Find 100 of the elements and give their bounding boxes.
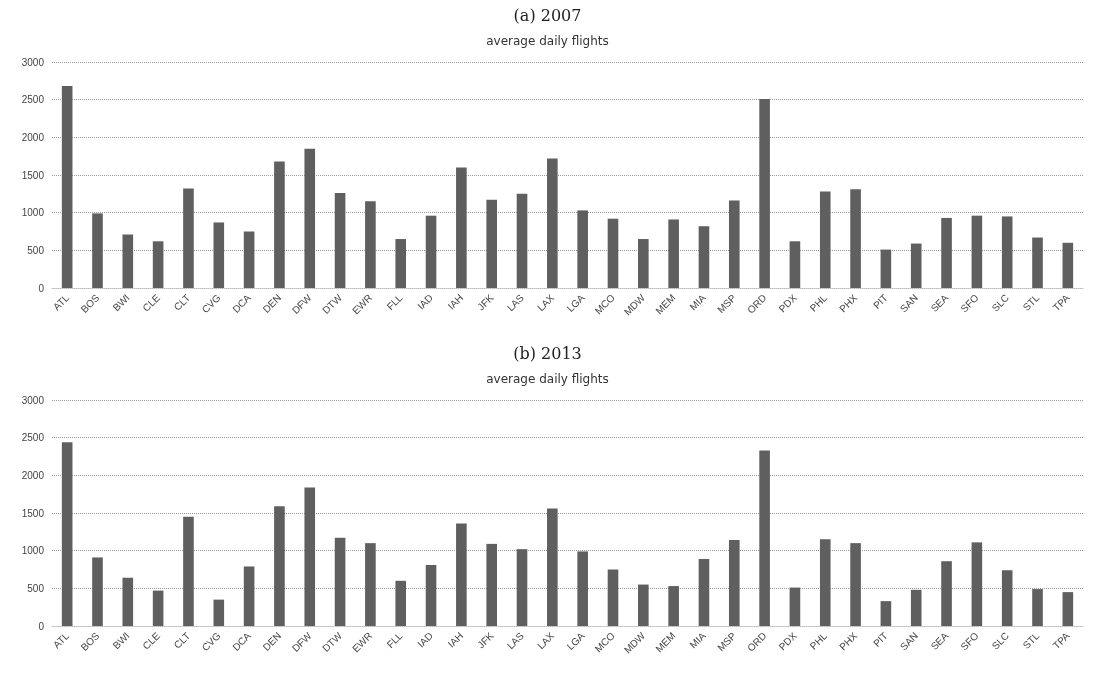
bar bbox=[547, 158, 558, 288]
bar bbox=[183, 188, 194, 288]
x-tick-label: BWI bbox=[110, 292, 132, 314]
x-tick-label: JFK bbox=[475, 291, 496, 313]
bar bbox=[1001, 570, 1013, 626]
bar bbox=[759, 450, 770, 626]
bar bbox=[850, 543, 861, 626]
bar bbox=[425, 215, 437, 288]
bar bbox=[486, 543, 497, 626]
x-tick-label: IAD bbox=[415, 630, 435, 650]
bar bbox=[819, 191, 831, 288]
bar bbox=[789, 587, 801, 626]
y-tick-label: 2000 bbox=[21, 469, 45, 481]
x-tick-label: DCA bbox=[230, 629, 254, 653]
y-tick-label: 500 bbox=[27, 582, 45, 594]
x-tick-label: TPA bbox=[1050, 629, 1072, 652]
bar bbox=[395, 580, 407, 626]
bar bbox=[456, 523, 467, 626]
y-tick-label: 0 bbox=[38, 282, 45, 294]
bar bbox=[152, 241, 164, 288]
y-tick-label: 1500 bbox=[21, 507, 45, 519]
bar bbox=[395, 239, 407, 288]
x-tick-label: LAS bbox=[504, 291, 527, 314]
x-tick-label: FLL bbox=[384, 291, 405, 313]
bar bbox=[941, 217, 952, 288]
bar bbox=[971, 215, 983, 288]
x-tick-label: PIT bbox=[871, 292, 890, 311]
x-tick-label: ATL bbox=[50, 629, 72, 651]
bar bbox=[607, 218, 619, 288]
x-tick-label: IAH bbox=[445, 630, 466, 650]
y-tick-label: 2500 bbox=[21, 432, 45, 444]
bar bbox=[304, 487, 316, 626]
x-tick-label: STL bbox=[1020, 629, 1042, 651]
bar bbox=[365, 201, 376, 288]
bar bbox=[941, 561, 952, 626]
bar bbox=[759, 98, 770, 288]
x-tick-label: SEA bbox=[928, 629, 951, 653]
x-tick-label: ATL bbox=[50, 291, 72, 313]
x-tick-label: IAH bbox=[445, 292, 466, 312]
bar bbox=[61, 442, 73, 626]
bar bbox=[819, 539, 831, 626]
x-tick-label: DCA bbox=[230, 291, 254, 315]
bar bbox=[638, 239, 649, 288]
bar bbox=[61, 86, 73, 288]
x-tick-label: JFK bbox=[475, 629, 496, 651]
chart-title: (b) 2013 bbox=[513, 343, 582, 363]
bar bbox=[971, 542, 983, 626]
x-tick-label: SLC bbox=[989, 292, 1012, 314]
y-tick-label: 0 bbox=[38, 620, 45, 632]
bar bbox=[334, 193, 346, 288]
bar bbox=[334, 537, 346, 626]
bar bbox=[1032, 237, 1043, 288]
chart-subtitle: average daily flights bbox=[486, 34, 609, 48]
bar bbox=[274, 506, 285, 626]
bar bbox=[668, 219, 679, 288]
x-tick-label: LAX bbox=[535, 291, 557, 314]
bar bbox=[638, 584, 649, 626]
bar bbox=[910, 243, 922, 288]
x-tick-label: FLL bbox=[384, 629, 405, 651]
bar bbox=[698, 558, 710, 626]
bar bbox=[486, 199, 497, 288]
bar bbox=[728, 540, 740, 626]
bar bbox=[577, 551, 588, 626]
x-tick-label: BWI bbox=[110, 630, 132, 652]
x-tick-label: LGA bbox=[564, 629, 587, 653]
bar bbox=[122, 577, 134, 626]
bar bbox=[547, 508, 558, 626]
bar bbox=[365, 543, 376, 626]
y-tick-label: 1000 bbox=[21, 207, 45, 219]
bar bbox=[122, 234, 134, 288]
y-tick-label: 2500 bbox=[21, 94, 45, 106]
bar bbox=[728, 200, 740, 288]
y-tick-label: 3000 bbox=[21, 394, 45, 406]
x-tick-label: SFO bbox=[958, 629, 981, 653]
bar bbox=[850, 189, 861, 288]
bar bbox=[880, 601, 892, 626]
bar bbox=[213, 222, 225, 288]
bar bbox=[425, 564, 437, 626]
bar bbox=[789, 241, 801, 288]
x-tick-label: PHL bbox=[807, 291, 830, 314]
x-tick-label: LGA bbox=[564, 291, 587, 315]
x-tick-label: LAS bbox=[504, 629, 527, 652]
bar bbox=[577, 210, 588, 288]
bar bbox=[243, 566, 255, 626]
x-tick-label: PIT bbox=[871, 630, 890, 649]
x-tick-label: SLC bbox=[989, 630, 1012, 652]
x-tick-label: MIA bbox=[687, 629, 709, 651]
bar bbox=[910, 589, 922, 626]
bar bbox=[274, 161, 285, 288]
bar bbox=[183, 516, 194, 626]
x-tick-label: CLE bbox=[140, 629, 163, 652]
bar bbox=[516, 549, 528, 626]
x-tick-label: MIA bbox=[687, 291, 709, 313]
chart-title: (a) 2007 bbox=[513, 5, 582, 25]
x-tick-label: TPA bbox=[1050, 291, 1072, 314]
bar bbox=[1001, 216, 1013, 288]
x-tick-label: CLT bbox=[171, 630, 193, 651]
bar bbox=[243, 231, 255, 288]
bar bbox=[456, 167, 467, 288]
y-tick-label: 1500 bbox=[21, 169, 45, 181]
